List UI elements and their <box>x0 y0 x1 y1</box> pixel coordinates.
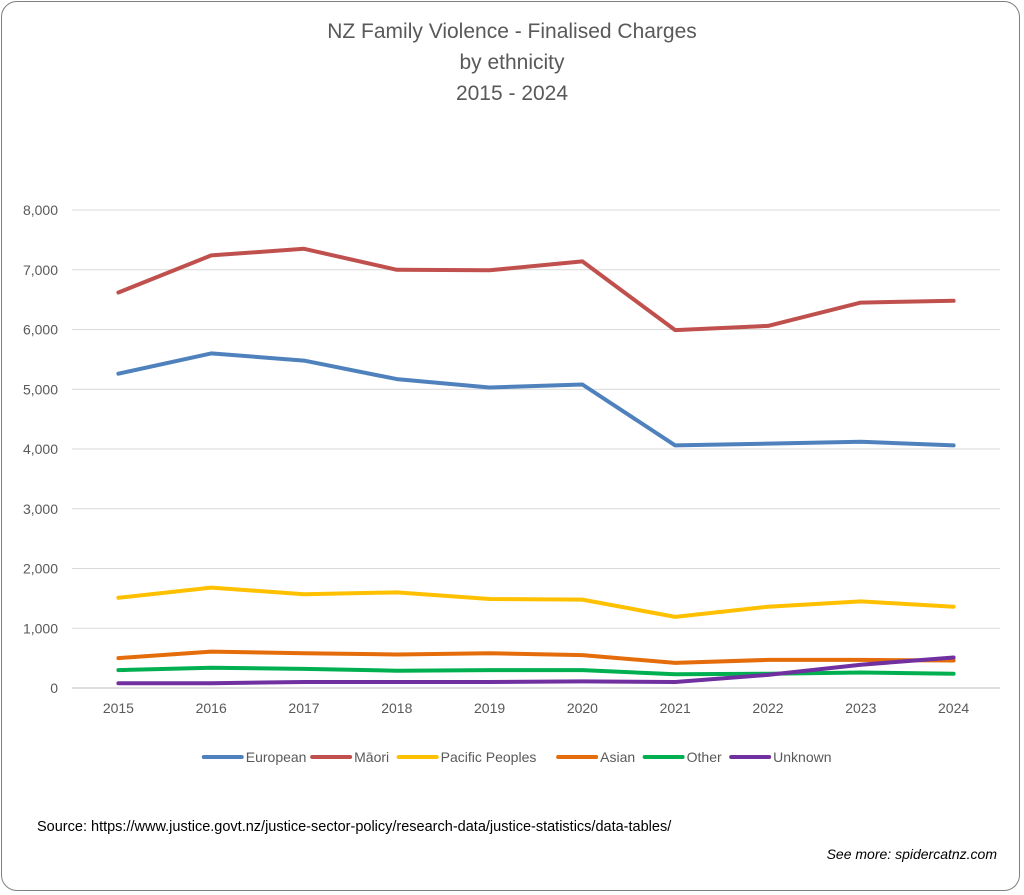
legend-label-maori: Māori <box>354 749 389 765</box>
x-tick-label: 2015 <box>103 700 134 716</box>
y-tick-label: 0 <box>50 680 58 696</box>
y-tick-label: 6,000 <box>23 322 58 338</box>
x-tick-label: 2017 <box>288 700 319 716</box>
y-tick-label: 7,000 <box>23 262 58 278</box>
y-axis-ticks: 0 1,000 2,000 3,000 4,000 5,000 6,000 7,000 8,00… <box>23 202 58 696</box>
x-tick-label: 2022 <box>752 700 783 716</box>
series-line-european <box>116 351 956 448</box>
legend-label-other: Other <box>687 749 722 765</box>
legend-label-unknown: Unknown <box>773 749 831 765</box>
series-line-other <box>116 665 956 677</box>
gridlines <box>72 209 1000 689</box>
legend: European Māori Pacific Peoples Asian Other Un… <box>201 749 832 765</box>
legend-label-asian: Asian <box>600 749 635 765</box>
x-tick-label: 2024 <box>938 700 969 716</box>
x-axis-ticks: 2015 2016 2017 2018 2019 2020 2021 2022 2023 2024 <box>103 700 970 716</box>
series-line-maori <box>116 246 956 333</box>
legend-label-european: European <box>246 749 307 765</box>
source-note: Source: https://www.justice.govt.nz/just… <box>37 819 672 835</box>
legend-label-pacific-peoples: Pacific Peoples <box>441 749 537 765</box>
y-tick-label: 8,000 <box>23 202 58 218</box>
chart-title-line-1: NZ Family Violence - Finalised Charges <box>327 20 697 43</box>
chart-title-line-3: 2015 - 2024 <box>456 82 568 105</box>
x-tick-label: 2016 <box>196 700 227 716</box>
series-line-asian <box>116 649 956 665</box>
series-lines <box>116 246 956 686</box>
y-tick-label: 5,000 <box>23 381 58 397</box>
x-tick-label: 2018 <box>381 700 412 716</box>
credit-note: See more: spidercatnz.com <box>826 846 997 862</box>
x-tick-label: 2020 <box>567 700 598 716</box>
y-tick-label: 3,000 <box>23 501 58 517</box>
chart-title-line-2: by ethnicity <box>459 51 565 74</box>
x-tick-label: 2021 <box>660 700 691 716</box>
y-tick-label: 2,000 <box>23 561 58 577</box>
series-line-unknown <box>116 655 956 686</box>
x-tick-label: 2019 <box>474 700 505 716</box>
series-line-pacific-peoples <box>116 585 956 619</box>
chart-title: NZ Family Violence - Finalised Charges by… <box>327 20 697 105</box>
y-tick-label: 1,000 <box>23 620 58 636</box>
y-tick-label: 4,000 <box>23 441 58 457</box>
x-tick-label: 2023 <box>845 700 876 716</box>
